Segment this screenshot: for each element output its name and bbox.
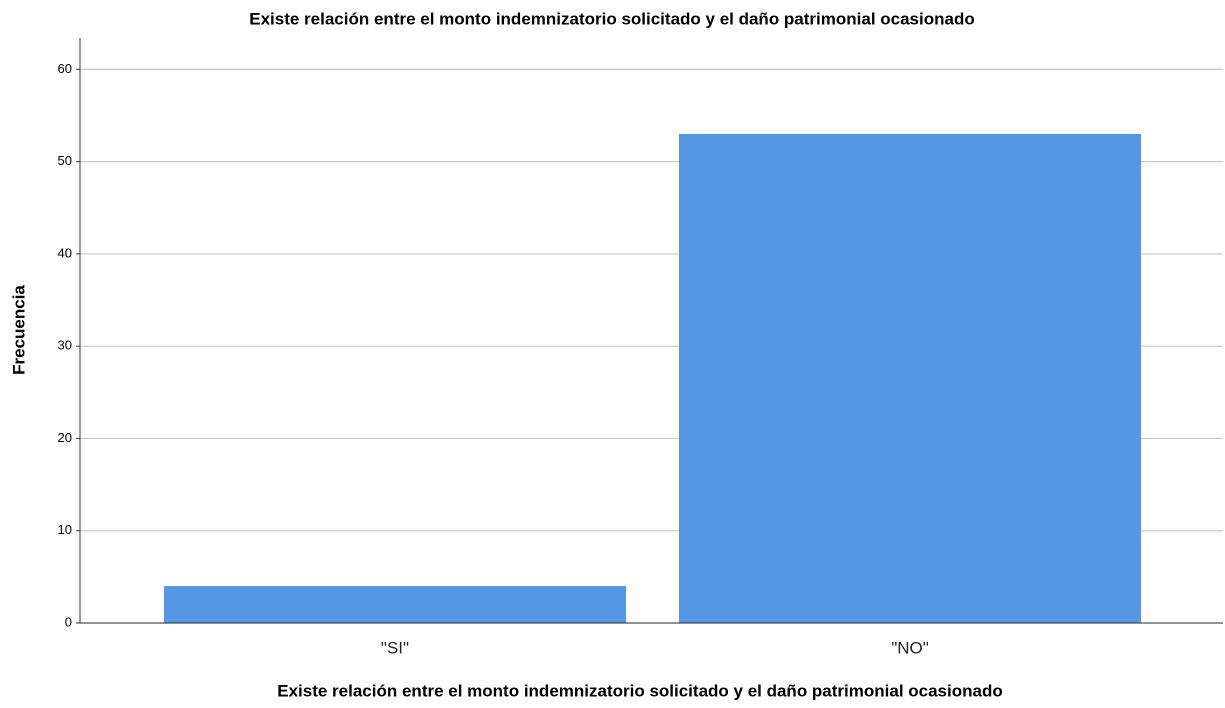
x-tick-label: "SI" — [381, 638, 409, 657]
x-tick-label: "NO" — [891, 638, 929, 657]
y-axis-label: Frecuencia — [9, 285, 28, 375]
y-tick-label: 40 — [58, 245, 72, 260]
y-tick-label: 20 — [58, 430, 72, 445]
bar — [679, 133, 1141, 623]
y-tick-label: 30 — [58, 338, 72, 353]
y-tick-label: 60 — [58, 61, 72, 76]
y-tick-label: 10 — [58, 522, 72, 537]
chart-title: Existe relación entre el monto indemniza… — [249, 9, 974, 28]
bar — [164, 586, 626, 623]
x-axis-label: Existe relación entre el monto indemniza… — [277, 681, 1002, 700]
marks — [164, 133, 1141, 623]
y-tick-label: 0 — [65, 614, 72, 629]
y-tick-label: 50 — [58, 153, 72, 168]
